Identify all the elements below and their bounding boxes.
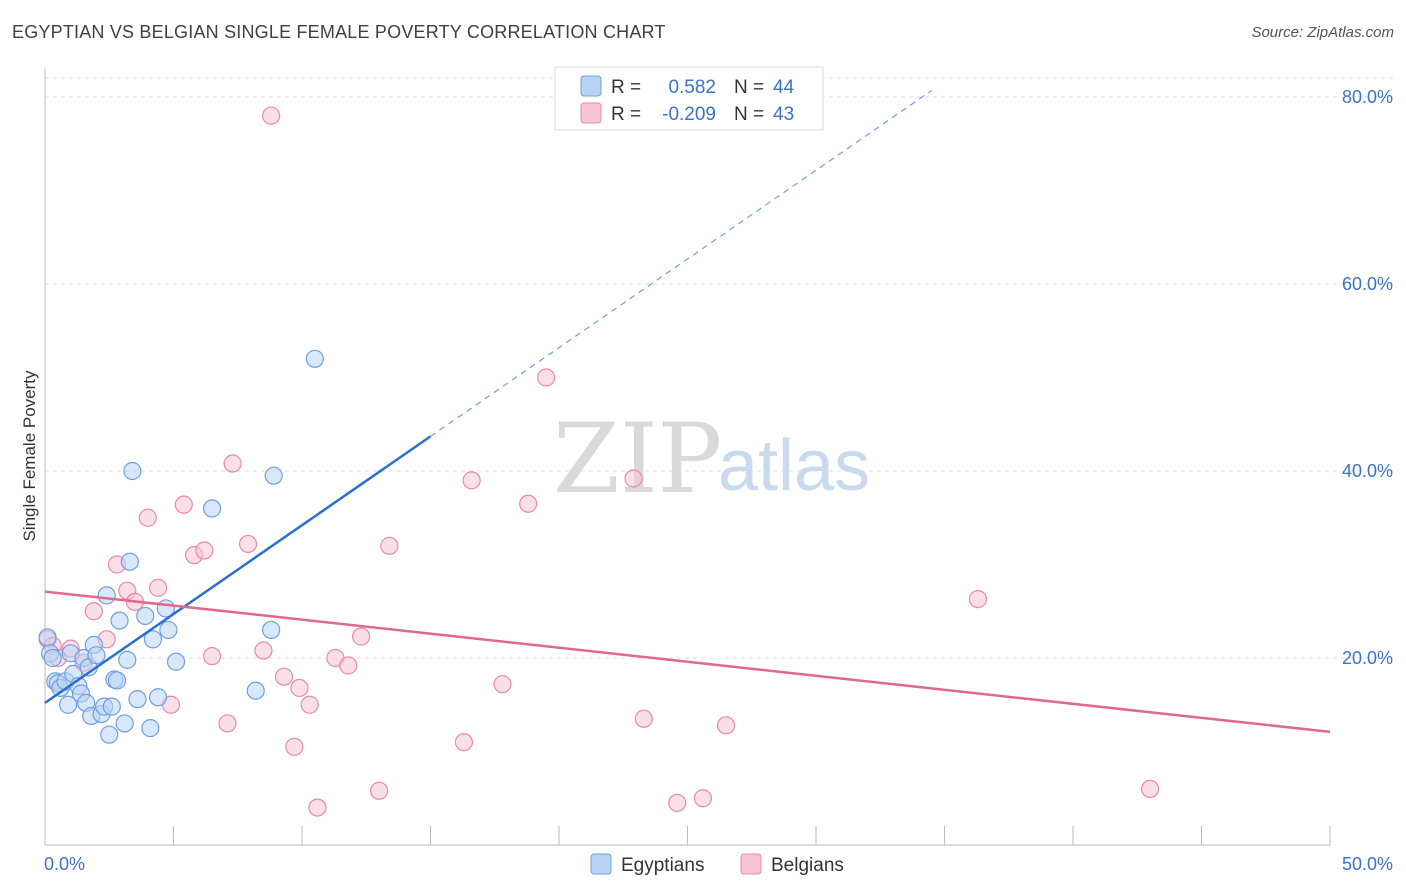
egyptians-legend-label: Egyptians: [621, 855, 704, 876]
belgians-point: [308, 798, 327, 817]
belgians-point: [339, 656, 358, 675]
x-ticks: [44, 826, 1331, 845]
belgians-point: [493, 675, 512, 694]
belgians-point: [519, 494, 538, 513]
egyptians-point: [107, 671, 127, 690]
belgians-point: [462, 471, 481, 490]
egyptians-point: [159, 620, 178, 640]
egyptians-point: [264, 466, 283, 485]
egyptians-r-label: R =: [611, 77, 641, 98]
belgians-point: [202, 647, 222, 666]
egyptians-n-value: 44: [773, 77, 795, 98]
egyptians-legend-swatch: [580, 75, 602, 97]
egyptians-point: [141, 719, 160, 738]
source-label: Source: ZipAtlas.com: [1251, 24, 1394, 41]
egyptians-point: [38, 628, 57, 647]
egyptians-point: [143, 630, 163, 649]
belgians-r-value: -0.209: [662, 104, 716, 125]
belgians-point: [262, 106, 281, 125]
egyptians-point: [118, 650, 137, 669]
egyptians-point: [166, 652, 186, 671]
y-tick-label: 80.0%: [1342, 87, 1393, 107]
egyptians-point: [59, 695, 78, 714]
egyptians-point: [120, 552, 139, 571]
trend-lines: [44, 89, 1331, 734]
y-tick-label: 40.0%: [1342, 461, 1393, 481]
belgians-point: [174, 495, 193, 514]
belgians-legend-label: Belgians: [771, 855, 844, 876]
belgians-point: [537, 368, 556, 387]
egyptians-point: [246, 681, 265, 700]
belgians-point: [285, 737, 304, 756]
watermark: ZIP atlas: [553, 403, 870, 515]
y-axis-label: Single Female Poverty: [20, 370, 39, 542]
watermark-zip: ZIP: [553, 403, 722, 515]
belgians-n-label: N =: [734, 104, 764, 125]
chart-title: EGYPTIAN VS BELGIAN SINGLE FEMALE POVERT…: [12, 22, 666, 42]
belgians-n-value: 43: [773, 104, 794, 125]
belgians-point: [716, 716, 736, 735]
belgians-point: [148, 578, 168, 597]
belgians-point: [300, 695, 319, 714]
egyptians-point: [43, 648, 62, 668]
x-tick-label-max: 50.0%: [1342, 854, 1393, 874]
belgians-point: [968, 589, 988, 609]
egyptians-point: [123, 461, 142, 481]
belgians-legend-swatch: [580, 102, 602, 124]
belgians-point: [370, 781, 389, 800]
belgians-point: [218, 714, 237, 733]
egyptians-point: [262, 620, 281, 640]
belgians-point: [274, 667, 294, 686]
egyptians-point: [97, 586, 116, 605]
egyptians-point: [115, 714, 134, 733]
belgians-point: [380, 536, 399, 555]
egyptians-point: [100, 725, 119, 744]
x-tick-label-min: 0.0%: [44, 854, 85, 874]
egyptians-point: [136, 606, 155, 626]
watermark-atlas: atlas: [718, 426, 870, 506]
egyptians-point: [148, 688, 168, 707]
egyptians-point: [202, 499, 222, 518]
egyptians-swatch: [590, 853, 612, 875]
belgians-point: [290, 678, 309, 698]
series-legend: Egyptians Belgians: [590, 853, 844, 876]
gridlines: [45, 77, 1393, 659]
belgians-point: [352, 627, 371, 646]
belgians-point: [195, 541, 214, 560]
belgians-trend-line: [44, 590, 1331, 734]
y-tick-labels: 20.0% 40.0% 60.0% 80.0%: [1342, 87, 1393, 668]
egyptians-point: [128, 690, 147, 709]
belgians-point: [138, 508, 157, 527]
belgians-point: [624, 469, 643, 488]
belgians-point: [454, 733, 474, 752]
egyptians-trend-extension: [430, 89, 932, 437]
egyptians-r-value: 0.582: [668, 77, 716, 98]
egyptians-point: [87, 646, 106, 665]
belgians-point: [223, 454, 242, 473]
y-tick-label: 60.0%: [1342, 274, 1393, 294]
egyptians-n-label: N =: [734, 77, 764, 98]
egyptians-point: [305, 349, 324, 368]
y-tick-label: 20.0%: [1342, 648, 1393, 668]
egyptians-point: [110, 611, 129, 630]
belgians-point: [84, 602, 103, 621]
belgians-r-label: R =: [611, 104, 641, 125]
belgians-point: [1140, 779, 1160, 799]
belgians-point: [254, 641, 273, 660]
egyptians-point: [102, 697, 121, 716]
belgians-point: [238, 534, 258, 554]
belgians-point: [634, 709, 653, 728]
stats-legend: R = 0.582 N = 44 R = -0.209 N = 43: [554, 66, 824, 131]
egyptians-trend-line: [44, 435, 432, 704]
belgians-point: [668, 793, 687, 813]
belgians-point: [693, 789, 713, 808]
belgians-swatch: [740, 853, 762, 875]
